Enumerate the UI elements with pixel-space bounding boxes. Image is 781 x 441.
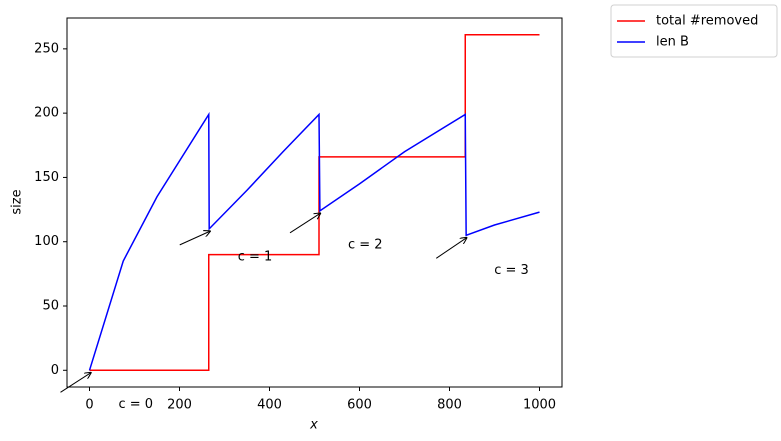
x-tick-label: 600 [347, 398, 372, 413]
annotation-text: c = 2 [348, 237, 383, 252]
legend-label: total #removed [656, 14, 758, 29]
annotation-arrow [60, 372, 92, 393]
legend-label: len B [656, 35, 689, 50]
y-tick-label: 250 [34, 41, 59, 56]
annotation-text: c = 1 [238, 249, 273, 264]
x-tick-label: 1000 [523, 398, 556, 413]
y-tick-label: 50 [42, 299, 59, 314]
x-tick-label: 0 [85, 398, 93, 413]
data-line [88, 111, 540, 371]
y-tick-label: 150 [34, 170, 59, 185]
x-axis-label: x [309, 418, 318, 433]
y-axis-label: size [10, 189, 25, 214]
annotation-arrow [435, 237, 467, 259]
y-tick-label: 100 [34, 234, 59, 249]
annotation-text: c = 3 [494, 263, 529, 278]
data-line [89, 33, 540, 372]
y-tick-label: 200 [34, 106, 59, 121]
legend-box [610, 4, 778, 58]
annotation-arrow [289, 213, 321, 234]
annotation-text: c = 0 [119, 397, 154, 412]
x-tick-label: 800 [437, 398, 462, 413]
annotation-arrow [179, 231, 211, 246]
y-tick-label: 0 [51, 363, 59, 378]
plot-frame [66, 17, 563, 388]
x-tick-label: 200 [167, 398, 192, 413]
x-tick-label: 400 [257, 398, 282, 413]
